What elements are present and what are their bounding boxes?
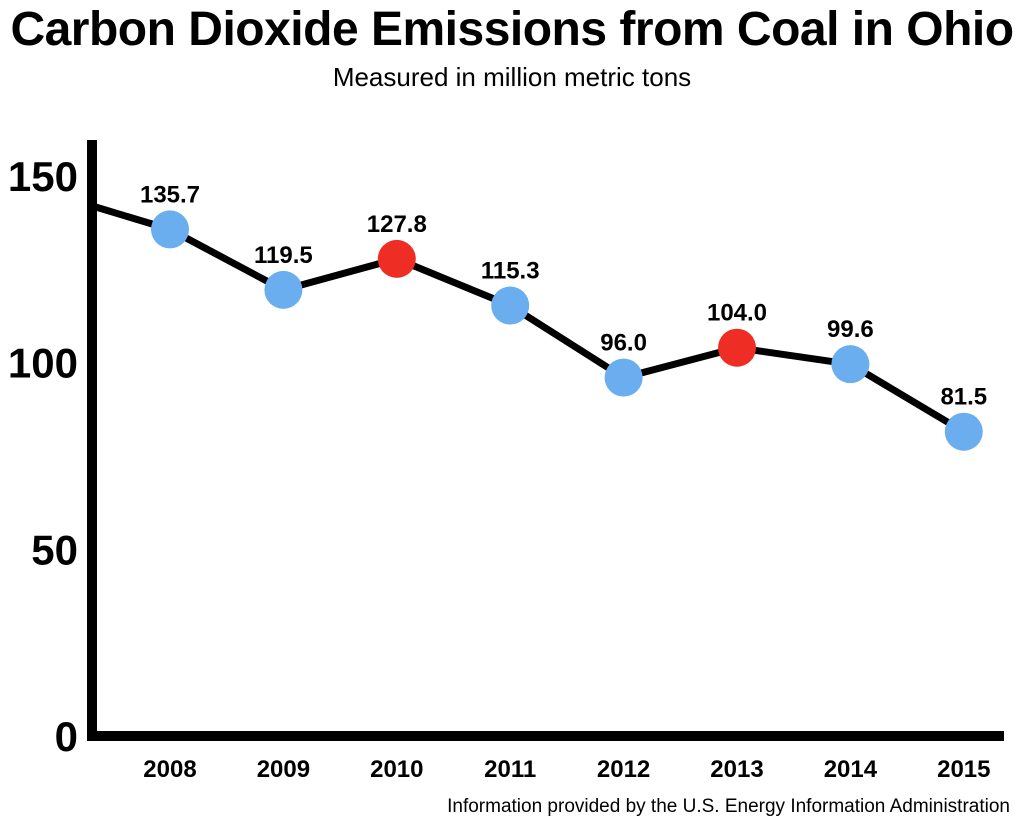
- data-label-2011: 115.3: [481, 258, 540, 285]
- x-tick-label-2012: 2012: [597, 756, 650, 783]
- x-tick-labels: 2008 2009 2010 2011 2012 2013 2014 2015: [143, 756, 990, 783]
- source-note: Information provided by the U.S. Energy …: [447, 796, 1010, 817]
- x-tick-label-2014: 2014: [824, 756, 878, 783]
- data-point-2014: [831, 345, 870, 384]
- data-label-2015: 81.5: [940, 384, 987, 411]
- data-label-2010: 127.8: [367, 211, 427, 238]
- y-tick-label-0: 0: [55, 713, 78, 760]
- data-point-2010: [377, 239, 416, 278]
- y-tick-label-50: 50: [31, 526, 78, 573]
- y-tick-label-100: 100: [8, 340, 78, 387]
- data-labels: 135.7 119.5 127.8 115.3 96.0 104.0 99.6 81.5: [140, 181, 987, 410]
- data-label-2012: 96.0: [600, 330, 647, 357]
- data-label-2008: 135.7: [140, 181, 200, 208]
- data-point-2011: [491, 286, 530, 325]
- data-points: [151, 210, 983, 451]
- data-label-2009: 119.5: [254, 242, 313, 269]
- y-tick-label-150: 150: [8, 153, 78, 200]
- data-label-2013: 104.0: [707, 300, 767, 327]
- x-tick-label-2013: 2013: [710, 756, 763, 783]
- data-point-2009: [264, 270, 303, 309]
- x-tick-label-2015: 2015: [937, 756, 990, 783]
- data-point-2015: [944, 412, 983, 451]
- chart-subtitle: Measured in million metric tons: [332, 62, 692, 92]
- data-point-2013: [718, 328, 756, 367]
- y-tick-labels: 0 50 100 150: [8, 153, 78, 760]
- x-tick-label-2011: 2011: [484, 756, 536, 783]
- chart-axes: [87, 140, 1004, 741]
- x-tick-label-2008: 2008: [143, 756, 196, 783]
- data-point-2012: [604, 358, 643, 397]
- x-tick-label-2010: 2010: [370, 756, 423, 783]
- x-tick-label-2009: 2009: [257, 756, 310, 783]
- data-point-2008: [151, 210, 189, 249]
- chart-title: Carbon Dioxide Emissions from Coal in Oh…: [10, 3, 1014, 56]
- data-label-2014: 99.6: [827, 316, 874, 343]
